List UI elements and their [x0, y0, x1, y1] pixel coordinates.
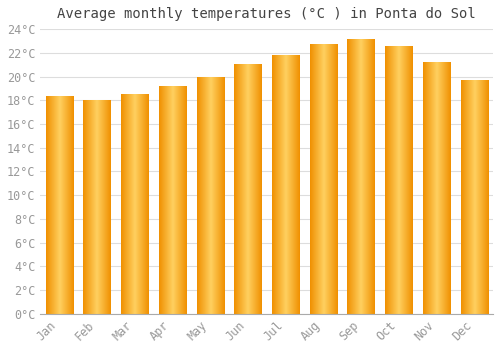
- Title: Average monthly temperatures (°C ) in Ponta do Sol: Average monthly temperatures (°C ) in Po…: [58, 7, 476, 21]
